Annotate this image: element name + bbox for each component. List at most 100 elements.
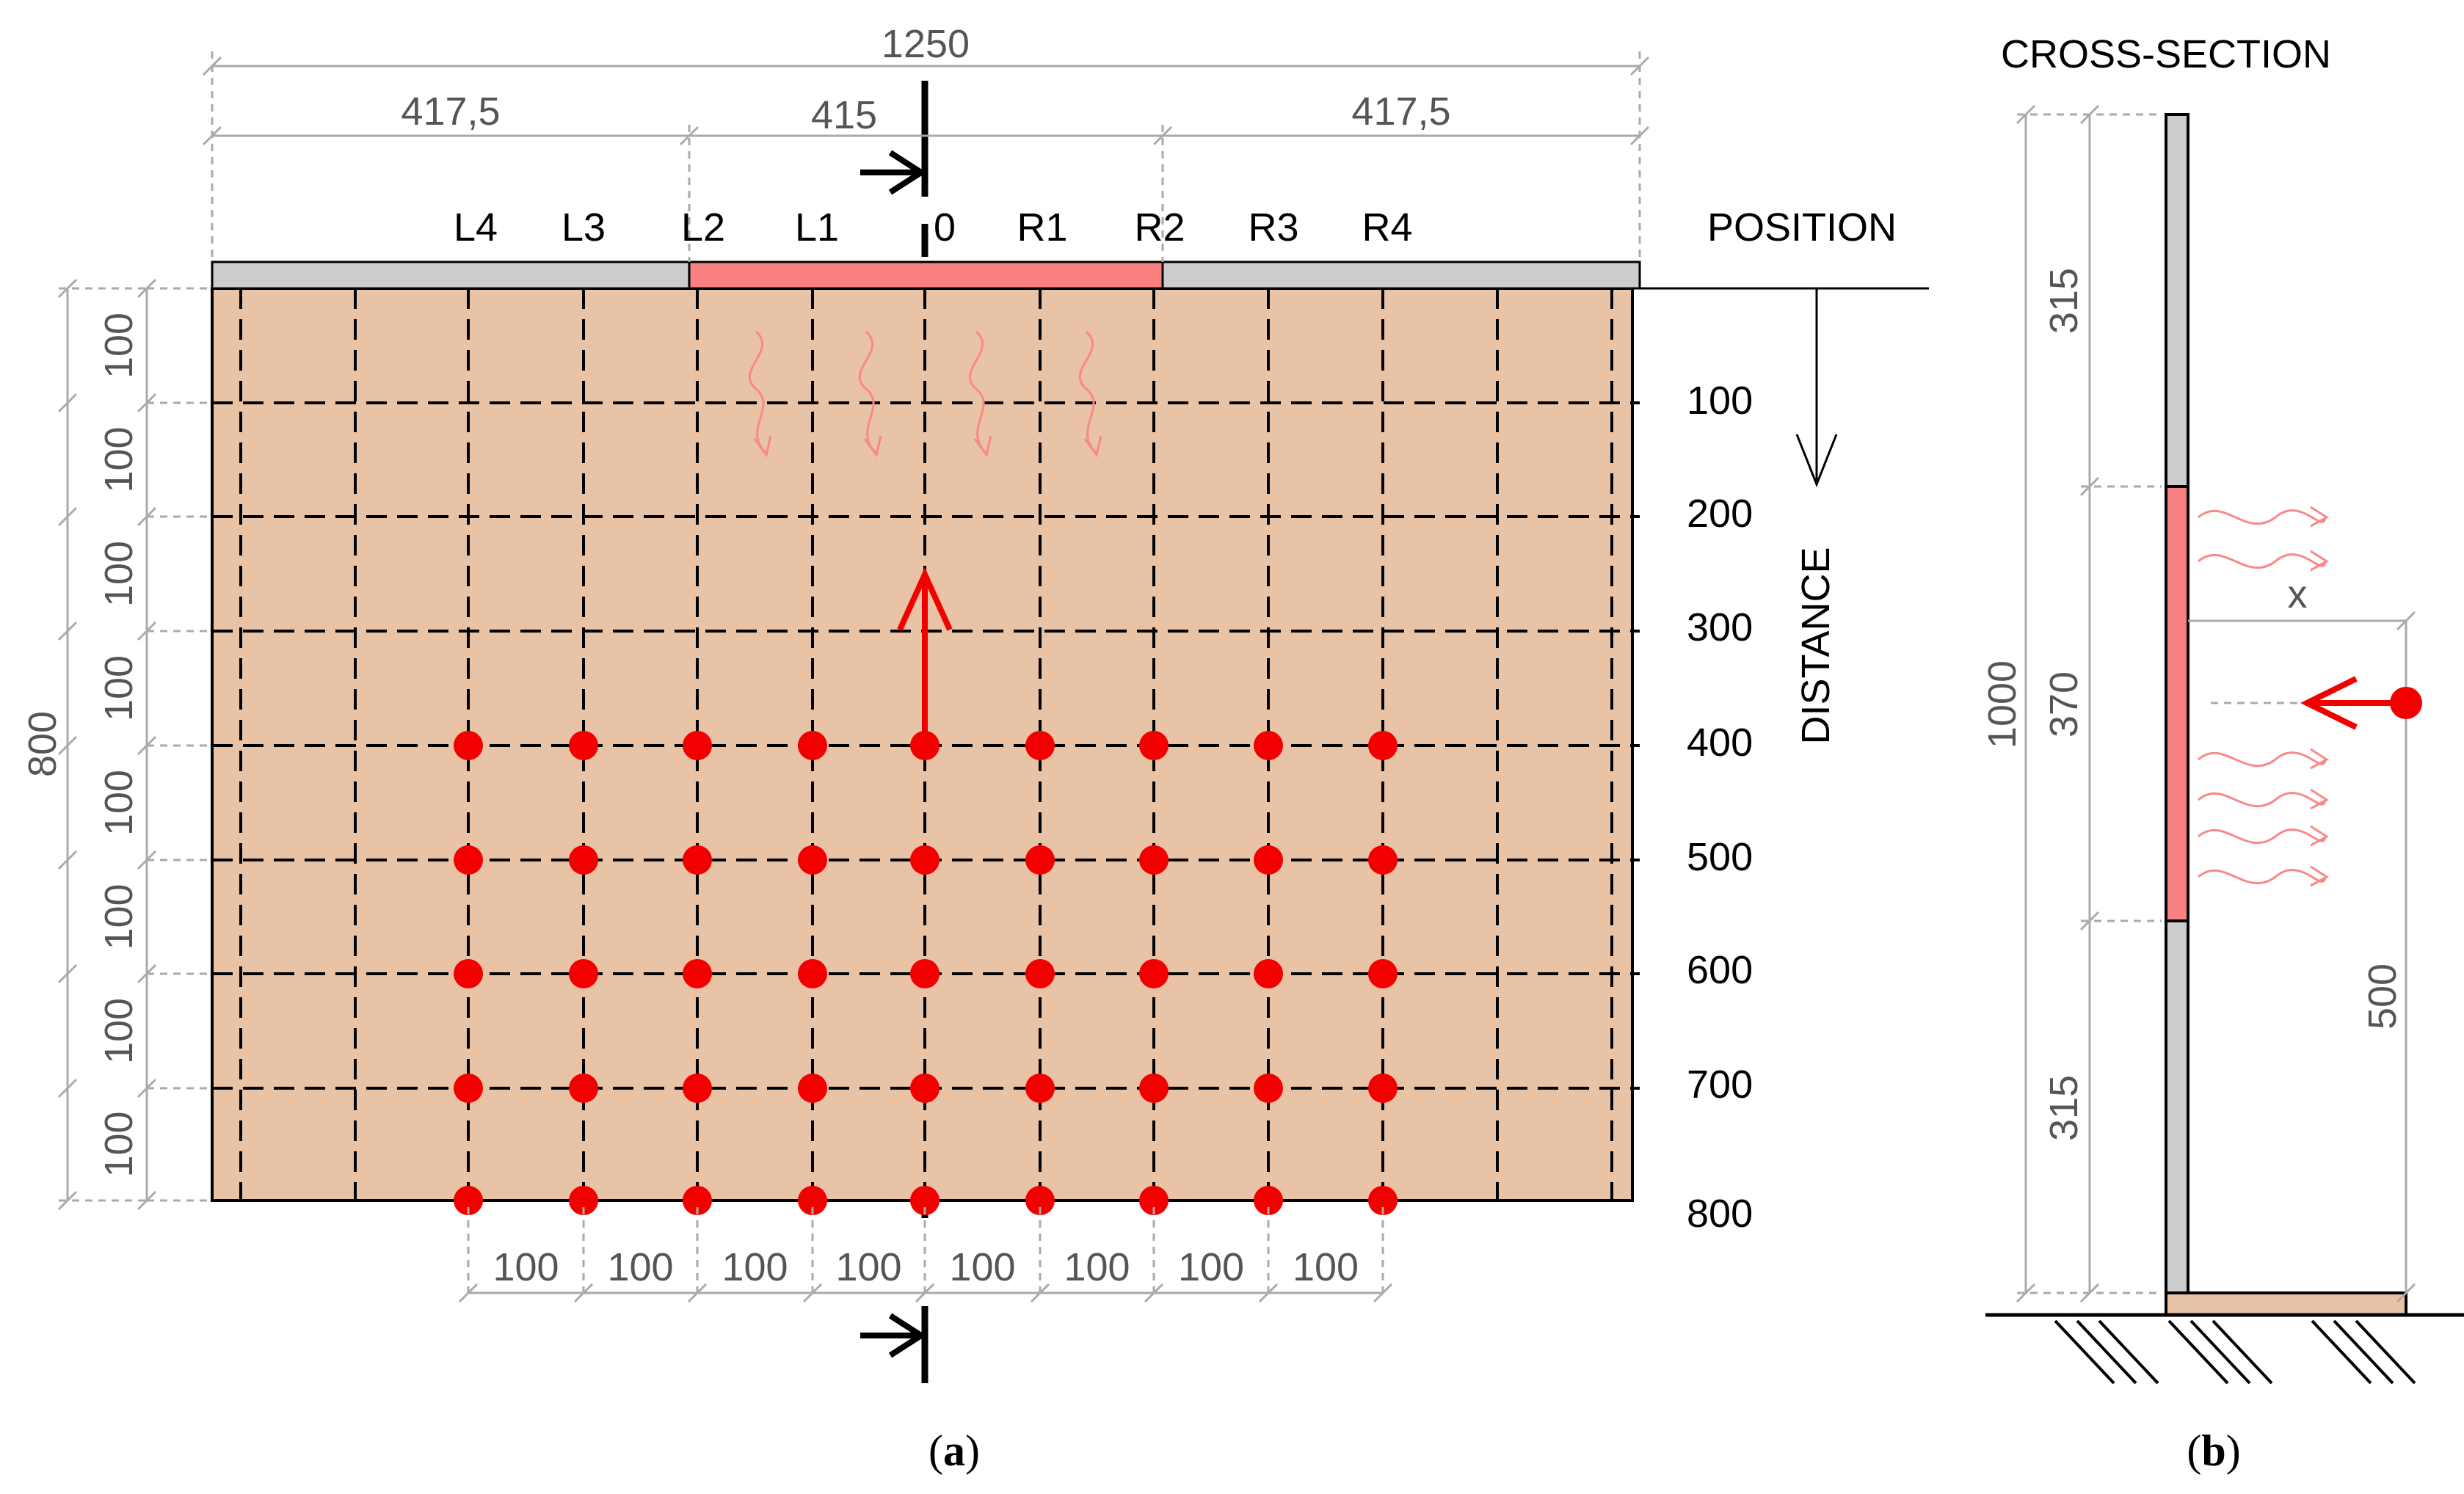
measurement-point [1368,731,1398,760]
measurement-point [569,845,598,875]
caption-a: (a) [928,1426,980,1475]
measurement-point [454,731,483,760]
distance-label: 500 [1687,835,1753,879]
measurement-point [683,845,712,875]
measurement-point [454,845,483,875]
heat-wave-head [973,435,992,458]
position-label: R2 [1134,205,1185,249]
cross-section-view: CROSS-SECTION [1980,32,2464,1475]
measurement-point [1254,1074,1283,1103]
measurement-point [1139,959,1169,988]
hatch-line [2098,1319,2159,1385]
measurement-point [910,1186,940,1215]
measurement-point [1368,959,1398,988]
measurement-point [1254,1186,1283,1215]
measurement-point [1254,959,1283,988]
measurement-point [569,1074,598,1103]
measurement-point [1139,845,1169,875]
measurement-point [910,959,940,988]
section-heat-wave [2198,869,2327,885]
position-label: R1 [1017,205,1067,249]
measurement-point [683,1074,712,1103]
left-dimensions [57,278,208,1211]
measurement-point [910,731,940,760]
section-title: CROSS-SECTION [2001,32,2331,76]
dim-row-segment: 100 [97,541,141,607]
panel-right-grey [1161,260,1641,290]
heat-wave-head [753,435,772,458]
dim-left-width: 417,5 [401,90,500,134]
position-label: L3 [562,205,606,249]
dim-col-segment: 100 [1178,1245,1244,1289]
dim-row-segment: 100 [97,770,141,836]
dim-col-segment: 100 [493,1245,559,1289]
section-heat-wave-head [2310,788,2329,810]
panel-left-grey [211,260,691,290]
measurement-point [1139,1074,1169,1103]
measurement-point [1025,1186,1055,1215]
heat-wave [748,330,768,455]
dim-row-segment: 100 [97,655,141,721]
dim-row-segment: 100 [97,1111,141,1177]
hatch-line [2333,1319,2394,1385]
dim-middle-width: 415 [811,93,877,137]
dim-row-segment: 100 [97,313,141,379]
bottom-segment-labels: 100 100 100 100 100 100 100 100 [493,1245,1359,1289]
measurement-point [798,1186,827,1215]
measurement-point [1025,731,1055,760]
measurement-point [1368,845,1398,875]
dim-col-segment: 100 [835,1245,901,1289]
hatch-line [2189,1319,2251,1385]
dim-x: x [2288,572,2308,616]
dim-sensor-height: 500 [2361,963,2405,1030]
hatch-line [2212,1319,2273,1385]
section-heat-waves [2198,506,2329,887]
dim-row-segment: 100 [97,883,141,950]
heat-wave [1078,330,1098,455]
hatch-line [2311,1319,2372,1385]
measurement-point [1025,959,1055,988]
sensor-arrow [2300,676,2422,730]
dim-col-segment: 100 [1064,1245,1130,1289]
caption-b: (b) [2187,1426,2240,1475]
distance-label: 200 [1687,492,1753,536]
position-label: L1 [795,205,839,249]
dim-col-segment: 100 [949,1245,1015,1289]
hatch-line [2355,1319,2416,1385]
measurement-point [798,959,827,988]
hatch-line [2076,1319,2137,1385]
measurement-point [798,1074,827,1103]
position-label: 0 [934,205,956,249]
heat-wave [858,330,878,455]
dim-row-segment: 100 [97,998,141,1064]
section-heat-wave-head [2310,506,2329,528]
section-wall-heated [2165,485,2189,922]
measurement-point [569,731,598,760]
distance-label: 600 [1687,948,1753,992]
section-heat-wave [2198,509,2327,525]
dim-col-segment: 100 [1293,1245,1359,1289]
section-wall-lower [2165,919,2189,1294]
measurement-point [1139,731,1169,760]
measurement-point [1254,845,1283,875]
measurement-point [910,845,940,875]
measurement-point [1025,845,1055,875]
dim-section-lower: 315 [2042,1075,2086,1141]
section-floor-plate [2165,1291,2407,1316]
dim-col-segment: 100 [722,1245,788,1289]
position-label: R3 [1248,205,1298,249]
section-heat-wave [2198,751,2327,768]
measurement-point [798,731,827,760]
dim-total-depth: 800 [21,711,65,777]
section-cut-top [860,81,928,257]
measurement-point [798,845,827,875]
heat-wave-head [863,435,882,458]
dim-right-width: 417,5 [1351,90,1450,134]
section-heat-wave-head [2310,825,2329,847]
dim-section-upper: 315 [2042,268,2086,334]
ground-hatching [2054,1319,2416,1385]
measurement-point [569,959,598,988]
dim-section-heated: 370 [2042,671,2086,737]
